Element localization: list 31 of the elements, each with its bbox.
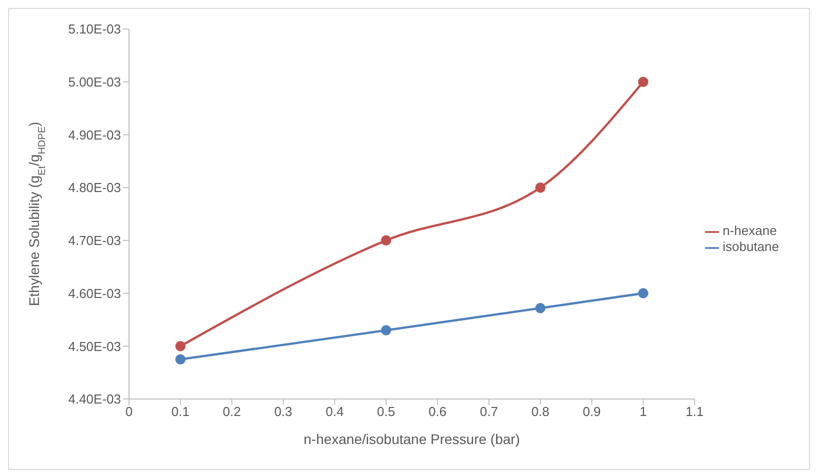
x-axis-title: n-hexane/isobutane Pressure (bar)	[304, 431, 520, 447]
x-tick-label: 1.1	[686, 404, 704, 420]
point	[535, 302, 546, 314]
y-tick-label: 4.60E-03	[68, 286, 121, 301]
x-tick-label: 1	[640, 404, 647, 420]
point	[175, 341, 186, 352]
point	[380, 235, 392, 246]
y-tick-label: 4.90E-03	[68, 127, 121, 142]
x-tick-label: 0.6	[428, 404, 447, 420]
x-tick-label: 0.9	[582, 404, 601, 420]
y-tick-label: 4.40E-03	[68, 392, 121, 407]
y-tick-label: 5.00E-03	[68, 74, 121, 90]
legend-label: n-hexane	[722, 223, 777, 238]
x-tick-label: 0.1	[171, 404, 190, 420]
x-tick-label: 0.3	[274, 404, 292, 420]
y-tick-label: 4.80E-03	[68, 180, 121, 196]
y-tick-label: 4.50E-03	[68, 338, 121, 354]
y-tick-label: 5.10E-03	[68, 22, 121, 37]
legend-label: isobutane	[722, 239, 779, 254]
point	[175, 354, 186, 364]
x-tick-label: 0.4	[326, 404, 344, 420]
point	[638, 76, 648, 87]
point	[638, 288, 648, 298]
y-tick-label: 4.70E-03	[68, 233, 121, 248]
x-tick-label: 0.7	[480, 404, 498, 420]
x-tick-label: 0.8	[531, 404, 550, 420]
point	[535, 182, 546, 193]
x-tick-label: 0.5	[377, 404, 396, 420]
x-tick-label: 0.2	[222, 404, 241, 420]
x-tick-label: 0	[125, 404, 133, 420]
point	[380, 325, 392, 336]
